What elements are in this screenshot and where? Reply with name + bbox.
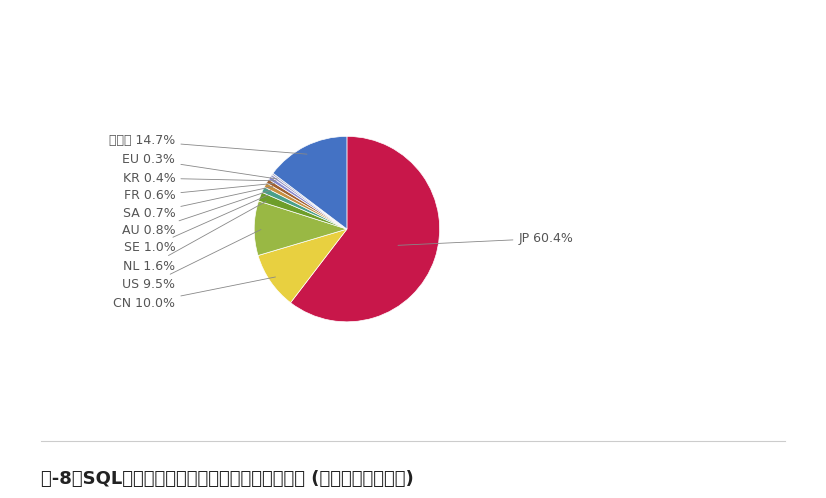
Wedge shape: [272, 173, 347, 229]
Text: FR 0.6%: FR 0.6%: [124, 183, 274, 202]
Text: US 9.5%: US 9.5%: [122, 230, 261, 291]
Text: KR 0.4%: KR 0.4%: [122, 172, 276, 185]
Wedge shape: [271, 175, 347, 229]
Text: その他 14.7%: その他 14.7%: [109, 134, 307, 154]
Wedge shape: [273, 136, 347, 229]
Wedge shape: [264, 183, 347, 229]
Wedge shape: [291, 136, 439, 322]
Text: AU 0.8%: AU 0.8%: [121, 190, 271, 238]
Text: 図-8　SQLインジェクション攻撃の発信元の分布 (国別分類、全期間): 図-8 SQLインジェクション攻撃の発信元の分布 (国別分類、全期間): [41, 470, 414, 488]
Text: CN 10.0%: CN 10.0%: [113, 277, 275, 310]
Text: NL 1.6%: NL 1.6%: [123, 201, 266, 273]
Text: SE 1.0%: SE 1.0%: [124, 195, 269, 254]
Wedge shape: [262, 187, 347, 229]
Wedge shape: [268, 176, 347, 229]
Wedge shape: [258, 229, 347, 303]
Wedge shape: [267, 179, 347, 229]
Wedge shape: [254, 201, 347, 255]
Text: SA 0.7%: SA 0.7%: [122, 187, 273, 220]
Text: JP 60.4%: JP 60.4%: [398, 232, 573, 246]
Wedge shape: [259, 192, 347, 229]
Text: EU 0.3%: EU 0.3%: [122, 153, 278, 179]
